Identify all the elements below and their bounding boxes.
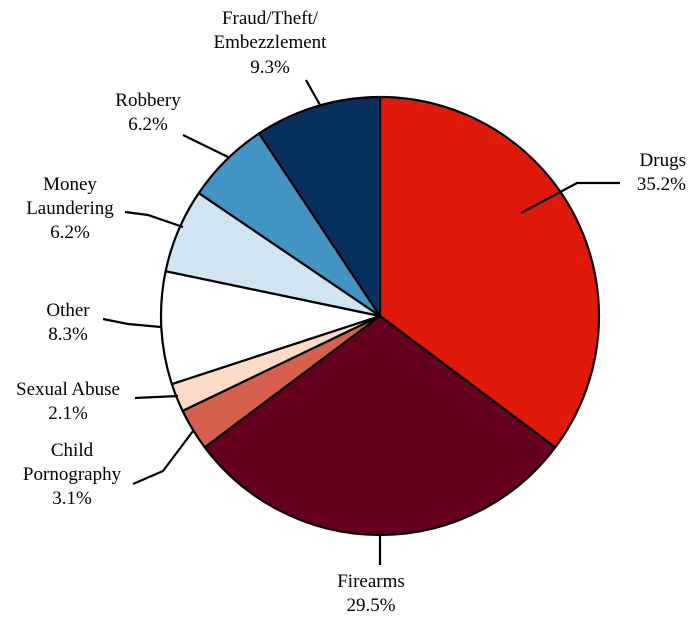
slice-label-fraud-theft-embezzlement-2: Embezzlement — [214, 32, 328, 53]
leader-line-robbery — [182, 134, 229, 158]
leader-line-fraud-theft-embezzlement — [305, 79, 321, 106]
leader-line-child-pornography — [132, 430, 194, 486]
slice-value-other: 8.3% — [48, 324, 88, 345]
slice-label-money-laundering-2: Laundering — [26, 198, 114, 219]
slice-label-fraud-theft-embezzlement-1: Fraud/Theft/ — [222, 8, 319, 29]
slice-value-child-pornography: 3.1% — [52, 488, 92, 509]
slice-value-fraud-theft-embezzlement: 9.3% — [250, 57, 290, 78]
pie-slice-drugs — [378, 95, 601, 449]
slice-label-robbery: Robbery — [115, 90, 181, 111]
leader-line-sexual-abuse — [134, 394, 179, 400]
leader-line-money-laundering — [124, 210, 184, 229]
slice-value-drugs: 35.2% — [637, 174, 686, 195]
slice-labels: Drugs 35.2% Firearms 29.5% Child Pornography 3… — [16, 8, 686, 616]
slice-label-money-laundering-1: Money — [43, 174, 97, 195]
slice-label-other: Other — [46, 300, 90, 321]
leader-line-other — [102, 317, 162, 329]
leader-lines — [102, 79, 620, 565]
slice-label-child-pornography-1: Child — [51, 440, 94, 461]
leader-line-drugs — [520, 181, 620, 214]
slice-value-firearms: 29.5% — [346, 595, 395, 616]
pie-slice-other — [159, 270, 382, 386]
pie-slice-firearms — [203, 314, 557, 537]
slice-value-money-laundering: 6.2% — [50, 222, 90, 243]
slice-label-sexual-abuse: Sexual Abuse — [16, 379, 120, 400]
slice-label-child-pornography-2: Pornography — [23, 464, 122, 485]
slice-label-drugs: Drugs — [640, 150, 686, 171]
slice-value-sexual-abuse: 2.1% — [48, 403, 88, 424]
slice-label-firearms: Firearms — [337, 571, 405, 592]
pie-slice-fraud-theft-embezzlement — [257, 95, 382, 318]
slice-value-robbery: 6.2% — [128, 114, 168, 135]
pie-slices — [159, 95, 601, 537]
